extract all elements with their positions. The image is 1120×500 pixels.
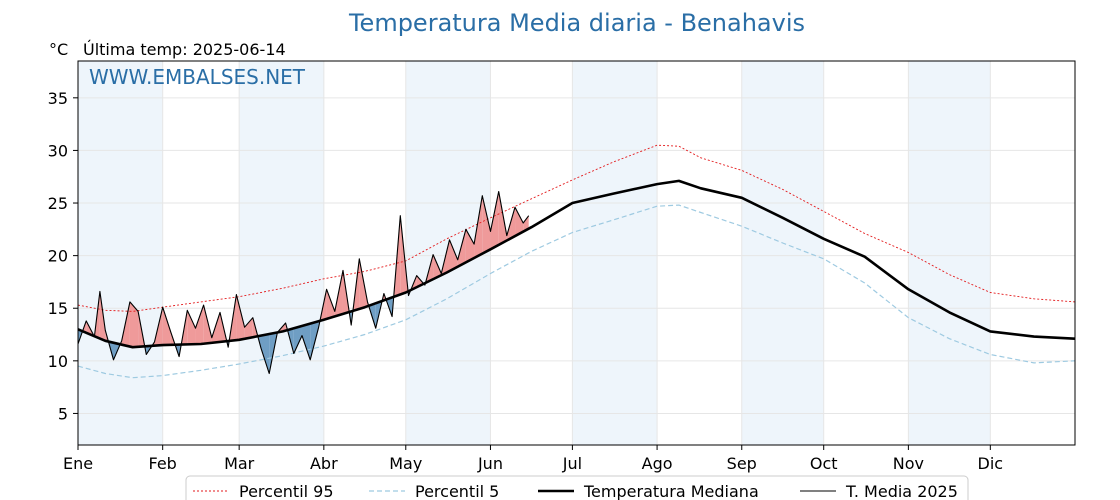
x-tick-label: Ago bbox=[642, 454, 673, 473]
x-tick-label: Ene bbox=[63, 454, 93, 473]
unit-label: °C bbox=[49, 40, 68, 59]
anomaly-above-fill bbox=[433, 254, 442, 280]
watermark: WWW.EMBALSES.NET bbox=[89, 65, 306, 89]
legend-label: Temperatura Mediana bbox=[583, 482, 759, 500]
anomaly-above-fill bbox=[449, 239, 458, 272]
x-tick-label: Oct bbox=[810, 454, 838, 473]
month-band bbox=[741, 61, 824, 445]
x-tick-label: Feb bbox=[149, 454, 177, 473]
anomaly-above-fill bbox=[162, 307, 171, 346]
anomaly-below-fill bbox=[261, 334, 270, 374]
x-tick-label: Mar bbox=[224, 454, 255, 473]
anomaly-below-fill bbox=[293, 325, 302, 354]
anomaly-below-fill bbox=[301, 323, 311, 360]
y-tick-label: 5 bbox=[58, 404, 68, 423]
anomaly-above-fill bbox=[482, 195, 491, 254]
y-tick-label: 15 bbox=[48, 299, 68, 318]
anomaly-above-fill bbox=[236, 294, 245, 341]
anomaly-above-fill bbox=[490, 191, 499, 250]
anomaly-above-fill bbox=[195, 305, 204, 345]
anomaly-above-fill bbox=[187, 310, 196, 345]
legend-label: Percentil 5 bbox=[415, 482, 499, 500]
month-band bbox=[908, 61, 991, 445]
grid bbox=[77, 61, 1075, 445]
x-tick-label: Jun bbox=[477, 454, 503, 473]
month-band bbox=[239, 61, 324, 445]
anomaly-above-fill bbox=[523, 215, 529, 232]
y-tick-label: 10 bbox=[48, 352, 68, 371]
anomaly-above-fill bbox=[465, 229, 475, 263]
x-axis: Ene Feb Mar Abr May Jun Jul Ago Sep Oct Nov Dic bbox=[63, 445, 1003, 473]
subtitle: Última temp: 2025-06-14 bbox=[83, 40, 286, 59]
y-tick-label: 25 bbox=[48, 194, 68, 213]
x-tick-label: Dic bbox=[978, 454, 1004, 473]
x-tick-label: Sep bbox=[727, 454, 757, 473]
legend-label: Percentil 95 bbox=[239, 482, 334, 500]
plot-frame bbox=[77, 60, 1076, 446]
y-tick-label: 35 bbox=[48, 89, 68, 108]
legend-box bbox=[185, 475, 969, 500]
anomaly-above-fill bbox=[515, 207, 524, 237]
anomaly-above-fill bbox=[326, 289, 335, 319]
x-tick-label: May bbox=[389, 454, 422, 473]
series-line-percentil-5 bbox=[77, 204, 1076, 379]
month-band bbox=[78, 61, 163, 445]
anomaly-above-fill bbox=[129, 301, 139, 347]
x-tick-label: Abr bbox=[310, 454, 338, 473]
series-line-temperatura-mediana bbox=[77, 179, 1076, 349]
series-line-t-media-2025 bbox=[77, 190, 530, 375]
x-tick-label: Nov bbox=[893, 454, 924, 473]
series-line-percentil-95 bbox=[77, 144, 1076, 312]
x-tick-label: Jul bbox=[562, 454, 582, 473]
series-lines bbox=[77, 144, 1076, 379]
y-axis: 5 10 15 20 25 30 35 bbox=[48, 89, 78, 423]
month-bands bbox=[78, 61, 991, 445]
legend: Percentil 95 Percentil 5 Temperatura Media… bbox=[185, 475, 969, 500]
month-band bbox=[572, 61, 658, 445]
y-tick-label: 30 bbox=[48, 141, 68, 160]
chart-title: Temperatura Media diaria - Benahavis bbox=[348, 9, 805, 37]
anomaly-above-fill bbox=[425, 254, 434, 283]
y-tick-label: 20 bbox=[48, 247, 68, 266]
legend-label: T. Media 2025 bbox=[845, 482, 958, 500]
anomaly-above-fill bbox=[244, 317, 253, 339]
